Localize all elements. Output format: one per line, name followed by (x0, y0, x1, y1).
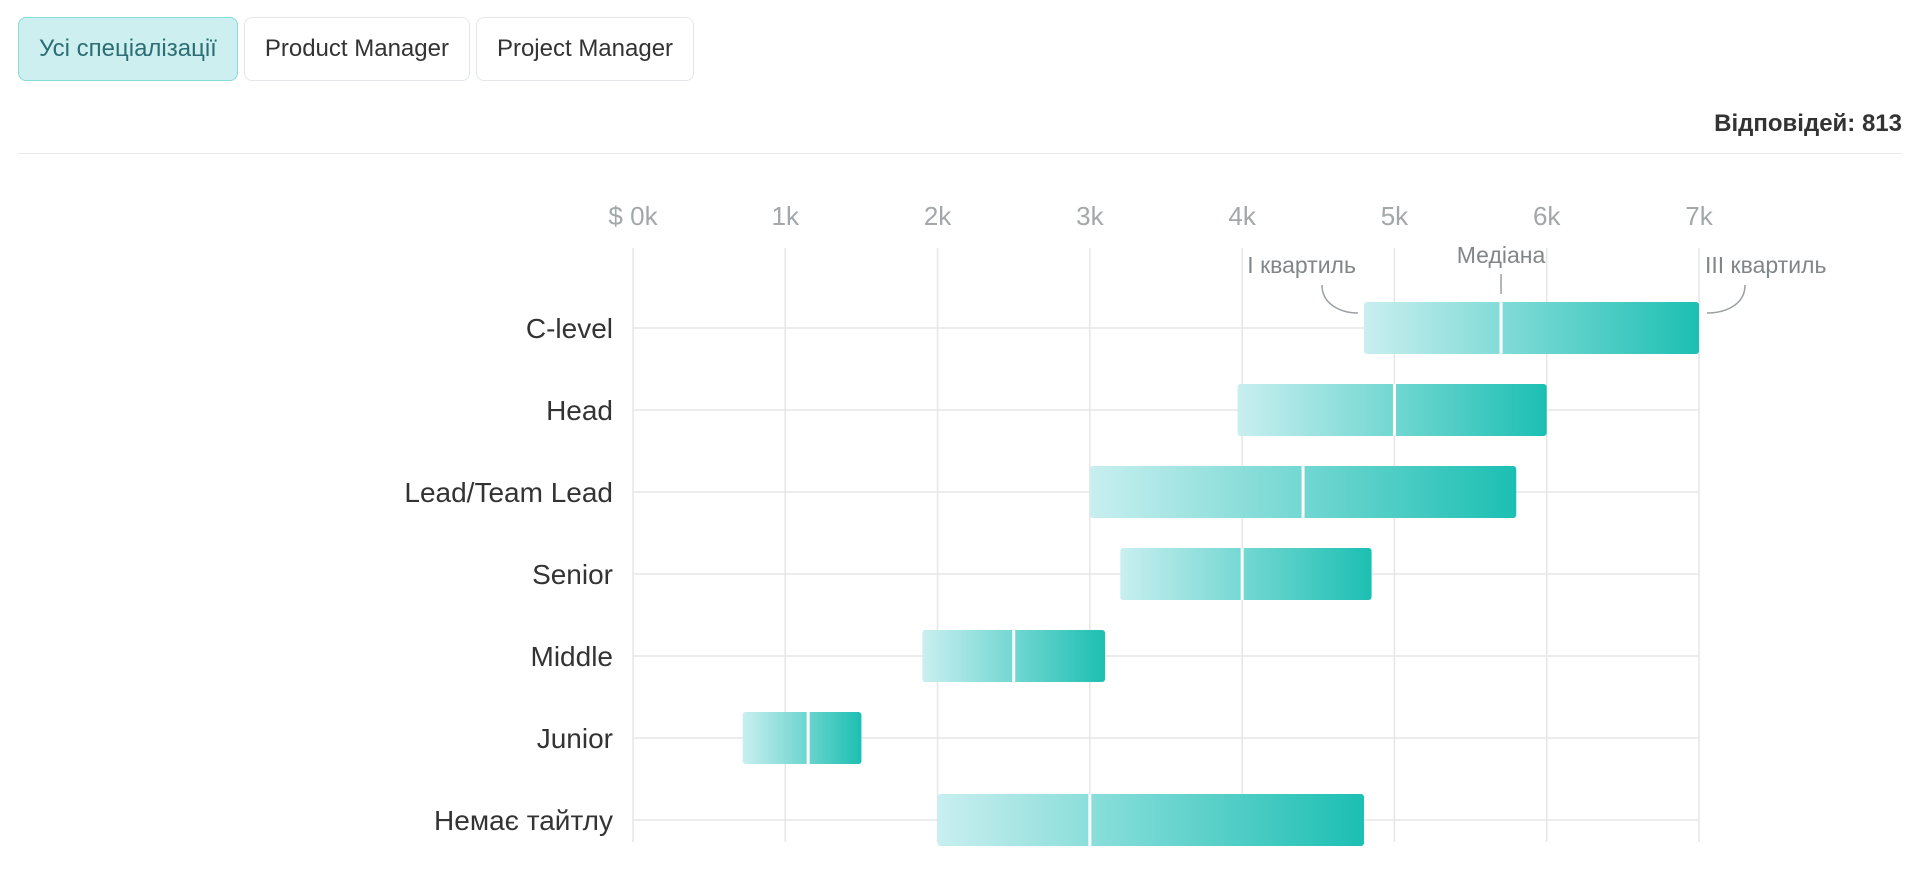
category-label: Head (546, 395, 613, 426)
x-tick-label: 2k (924, 201, 952, 231)
x-tick-label: 1k (772, 201, 800, 231)
x-tick-label: 5k (1381, 201, 1409, 231)
quartile-annotations: I квартиль Медіана III квартиль (1247, 242, 1826, 314)
category-label: C-level (526, 313, 613, 344)
category-label: Senior (532, 559, 613, 590)
tab-project-manager[interactable]: Project Manager (475, 17, 695, 81)
category-label: Junior (537, 723, 613, 754)
q3-annotation-label: III квартиль (1705, 252, 1826, 278)
x-tick-label: 6k (1533, 201, 1561, 231)
responses-count: Відповідей: 813 (1714, 110, 1902, 137)
iqr-bar (1237, 384, 1547, 436)
iqr-bar (1120, 548, 1372, 600)
x-tick-label: 3k (1076, 201, 1104, 231)
x-axis-ticks: $ 0k 1k 2k 3k 4k 5k 6k 7k (608, 201, 1713, 231)
divider (18, 153, 1902, 154)
q3-annotation-connector (1706, 284, 1746, 314)
specialization-tabs: Усі спеціалізації Product Manager Projec… (18, 17, 695, 81)
category-labels: C-level Head Lead/Team Lead Senior Middle Jun… (404, 313, 613, 836)
iqr-bar (1363, 302, 1699, 354)
x-tick-label: $ 0k (608, 201, 658, 231)
category-label: Немає тайтлу (434, 805, 613, 836)
tab-product-manager[interactable]: Product Manager (243, 17, 470, 81)
q1-annotation-connector (1321, 284, 1358, 314)
median-annotation-label: Медіана (1457, 242, 1546, 268)
bars (742, 302, 1699, 846)
x-tick-label: 7k (1685, 201, 1713, 231)
iqr-bar (742, 712, 862, 764)
category-label: Middle (531, 641, 613, 672)
category-label: Lead/Team Lead (404, 477, 613, 508)
x-tick-label: 4k (1228, 201, 1256, 231)
iqr-bar (937, 794, 1364, 846)
q1-annotation-label: I квартиль (1247, 252, 1356, 278)
tab-all-specializations[interactable]: Усі спеціалізації (18, 17, 238, 81)
